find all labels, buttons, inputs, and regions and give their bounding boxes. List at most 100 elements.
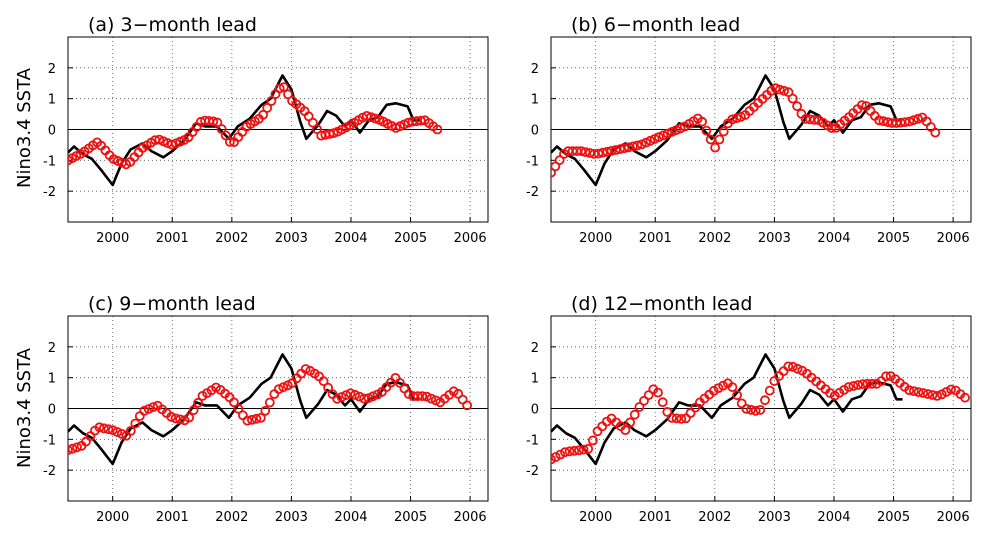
panel-d-forecast-point: [862, 378, 873, 389]
panel-c-forecast-point: [72, 442, 82, 453]
panel-d-forecast-point: [783, 361, 794, 372]
panel-b-xtick-label: 2006: [937, 231, 970, 246]
panel-c-xtick-label: 2004: [334, 510, 367, 525]
panel-d-forecast-point: [625, 417, 635, 428]
panel-b: (b) 6−month lead 2000 2001 2002 2003 2004 200…: [526, 14, 972, 246]
panel-d-forecast-point: [904, 385, 915, 396]
panel-b-forecast-point: [597, 147, 608, 158]
panel-c-forecast-point: [116, 428, 127, 439]
panel-d-forecast-point: [718, 380, 728, 391]
panel-a-ytick-label: 0: [48, 124, 56, 139]
panel-a-forecast-point: [262, 103, 273, 113]
panel-d-forecast-point: [667, 412, 677, 423]
panel-d-forecast-point: [746, 404, 756, 415]
panel-c-forecast-point: [103, 424, 114, 435]
panel-a-forecast-point: [68, 155, 73, 166]
panel-b-forecast-point: [792, 101, 802, 112]
panel-c-forecast-point: [107, 425, 118, 436]
panel-b-forecast-point: [770, 83, 781, 94]
panel-b-forecast-point: [783, 87, 794, 98]
panel-b-forecast-point: [900, 117, 910, 127]
panel-a-forecast-point: [278, 82, 289, 92]
panel-d-forecast-point: [867, 378, 877, 389]
panel-d-forecast-point: [932, 390, 942, 401]
panel-c-forecast-point: [363, 393, 374, 404]
panel-b-forecast-point: [727, 114, 738, 125]
panel-a-forecast-point: [415, 115, 426, 126]
panel-a-ytick-label: 1: [48, 93, 56, 108]
panel-c-forecast-point: [68, 443, 78, 454]
panel-c-forecast-point: [242, 415, 253, 426]
panel-d-forecast-point: [564, 446, 575, 457]
y-axis-label-bottom: Nino3.4 SSTA: [14, 347, 35, 468]
panel-c-forecast-point: [345, 388, 356, 399]
panel-d-forecast-point: [750, 405, 761, 416]
panel-b-forecast-point: [908, 115, 919, 126]
panel-d-forecast-point: [555, 449, 566, 460]
panel-d-forecast-point: [685, 408, 696, 418]
panel-d-forecast-point: [671, 413, 682, 424]
panel-d-forecast-point: [853, 380, 863, 390]
panel-d-forecast-point: [578, 444, 589, 455]
panel-a-forecast-point: [274, 83, 285, 94]
panel-c-forecast-point: [175, 414, 186, 425]
panel-d-forecast-point: [881, 371, 891, 382]
panel-c-title: (c) 9−month lead: [88, 293, 256, 315]
panel-c-forecast-point: [188, 405, 199, 416]
panel-c-forecast-point: [278, 382, 289, 393]
panel-b-forecast-point: [551, 167, 556, 178]
panel-a-ytick-label: 2: [48, 62, 56, 77]
panel-b-ytick-label: -1: [526, 154, 539, 169]
panel-b-title: (b) 6−month lead: [571, 14, 740, 36]
panel-c-xtick-label: 2006: [454, 510, 487, 525]
panel-c-ytick-label: -2: [43, 464, 56, 479]
panel-c-forecast-point: [228, 397, 239, 408]
panel-b-forecast-point: [602, 146, 612, 157]
panel-d-forecast-point: [727, 382, 738, 393]
panel-a-xtick-label: 2001: [156, 231, 189, 246]
panel-c-forecast-point: [148, 402, 159, 413]
panel-c-forecast-point: [130, 418, 141, 429]
panel-c-ytick-label: 0: [48, 403, 56, 418]
panel-b-forecast-point: [623, 142, 634, 153]
panel-b-forecast-point: [913, 113, 923, 124]
panel-c-xtick-label: 2003: [275, 510, 308, 525]
panel-a-xtick-label: 2002: [215, 231, 248, 246]
panel-b-forecast-point: [731, 113, 742, 123]
panel-c-ytick-label: 1: [48, 372, 56, 387]
panel-c-forecast-point: [412, 391, 423, 402]
panel-c-xtick-label: 2005: [394, 510, 427, 525]
panel-b-xtick-label: 2000: [579, 231, 612, 246]
panel-d-xtick-label: 2003: [758, 510, 791, 525]
panel-b-forecast-point: [874, 115, 884, 126]
panel-c-forecast-point: [269, 389, 280, 400]
panel-d-forecast-point: [857, 379, 868, 390]
panel-b-forecast-point: [878, 116, 889, 127]
panel-b-forecast-point: [774, 84, 785, 95]
panel-a-forecast-point: [366, 112, 376, 123]
panel-d-forecast-point: [941, 386, 952, 397]
panel-c-xtick-label: 2001: [156, 510, 189, 525]
panel-b-xtick-label: 2001: [639, 231, 672, 246]
panel-a-forecast-point: [224, 136, 235, 147]
panel-d-forecast-point: [620, 425, 631, 436]
panel-b-forecast-point: [554, 155, 565, 166]
panel-b-forecast-point: [628, 141, 638, 152]
panel-b-forecast-point: [615, 144, 625, 155]
panel-d-ytick-label: -1: [526, 433, 539, 448]
panel-a-forecast-point: [361, 111, 372, 121]
panel-b-xtick-label: 2002: [698, 231, 731, 246]
panel-c-forecast-point: [341, 390, 352, 401]
panel-d-xtick-label: 2001: [639, 510, 672, 525]
panel-c: (c) 9−month lead 2000 2001 2002 2003 2004 200…: [43, 293, 489, 525]
panel-d: (d) 12−month lead 2000 2001 2002 2003 2004 20…: [526, 293, 972, 525]
panel-d-forecast-point: [909, 386, 919, 397]
panel-c-forecast-point: [99, 423, 109, 434]
panel-d-ytick-label: 2: [531, 341, 539, 356]
panel-b-forecast-point: [697, 116, 707, 127]
panel-b-ytick-label: 1: [531, 93, 539, 108]
panel-d-forecast-point: [629, 409, 640, 420]
panel-d-forecast-point: [653, 387, 663, 398]
panel-d-forecast-point: [788, 361, 798, 372]
panel-b-forecast-point: [809, 114, 820, 125]
